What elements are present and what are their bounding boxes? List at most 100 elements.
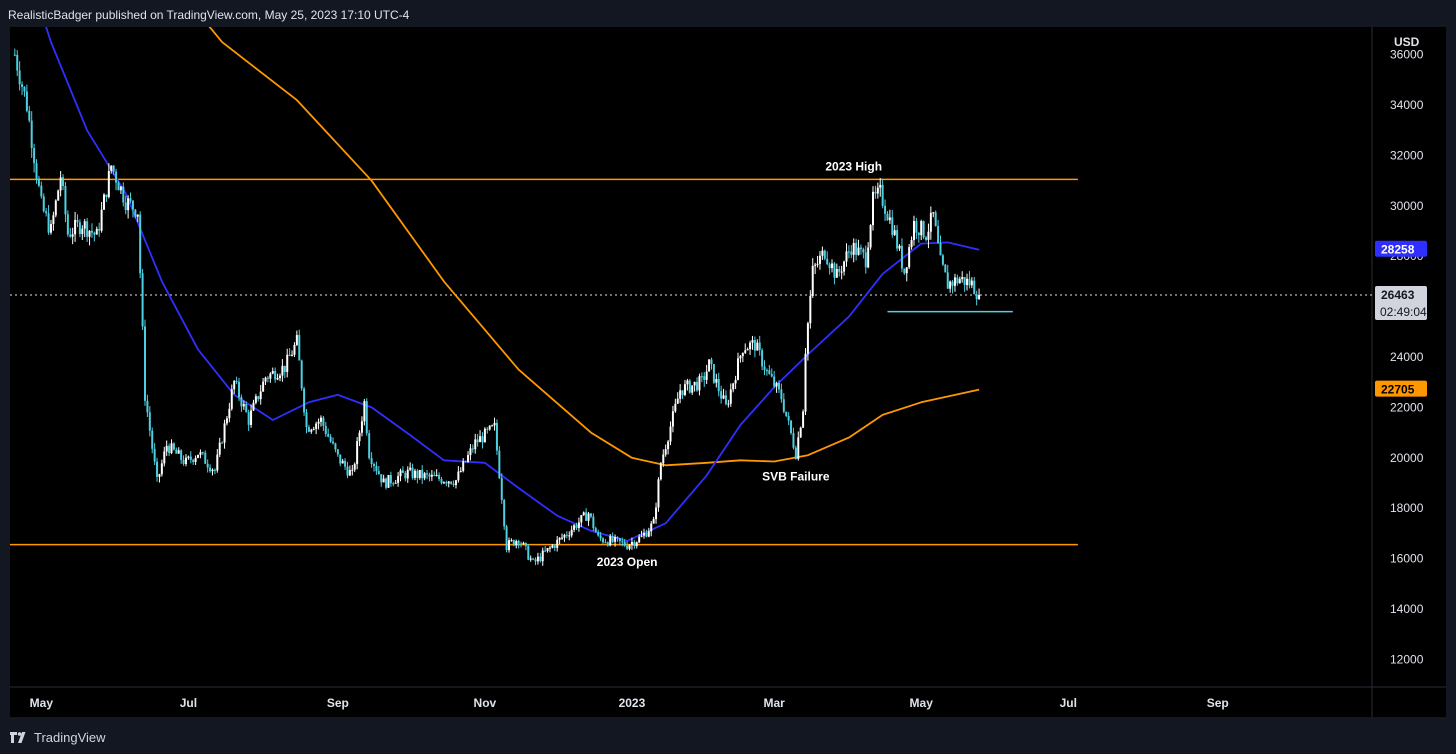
currency-label: USD [1394, 35, 1420, 49]
candle-body [119, 186, 122, 191]
candle-body [276, 378, 279, 380]
candle-body [556, 539, 559, 548]
candle-body [724, 395, 727, 404]
candle-body [238, 381, 241, 398]
candle-body [746, 349, 749, 351]
candle-body [13, 54, 16, 56]
candle-body [512, 540, 515, 546]
tradingview-brand: TradingView [34, 730, 106, 745]
candle-body [23, 86, 26, 92]
candle-body [86, 221, 89, 237]
candle-body [42, 196, 45, 212]
candle-body [920, 221, 923, 236]
candle-body [671, 411, 674, 427]
candle-body [291, 354, 294, 356]
candle-body [324, 425, 327, 435]
candle-body [667, 441, 670, 450]
candle-body [105, 194, 108, 198]
candle-body [903, 268, 906, 274]
candle-body [62, 177, 65, 187]
candle-body [293, 344, 296, 355]
candle-body [621, 541, 624, 543]
candle-body [905, 267, 908, 274]
x-tick-label: Jul [1060, 696, 1077, 710]
candle-body [433, 474, 436, 476]
candle-body [546, 547, 549, 551]
candle-body [912, 220, 915, 240]
candle-body [483, 428, 486, 443]
candle-body [679, 390, 682, 399]
candle-body [194, 457, 197, 462]
candle-body [823, 250, 826, 259]
candle-body [970, 280, 973, 286]
candle-body [148, 412, 151, 431]
candle-body [462, 461, 465, 471]
candle-body [228, 408, 231, 419]
candle-body [182, 459, 185, 464]
candle-body [447, 481, 450, 484]
candle-body [351, 469, 354, 471]
candle-body [90, 230, 93, 233]
candle-body [532, 558, 535, 560]
candle-body [941, 255, 944, 265]
price-chart[interactable]: 2023 High SVB Failure 2023 Open USD 12000 14… [10, 0, 1446, 717]
candle-body [683, 384, 686, 395]
candle-body [358, 432, 361, 442]
candle-body [257, 396, 260, 400]
candle-body [454, 480, 457, 486]
candle-body [669, 426, 672, 442]
candle-body [459, 470, 462, 472]
candle-body [642, 532, 645, 536]
candle-body [423, 473, 426, 479]
candle-body [127, 198, 130, 211]
candle-body [628, 544, 631, 549]
candle-body [98, 228, 101, 231]
candle-body [382, 478, 385, 483]
candle-body [816, 263, 819, 265]
tradingview-logo[interactable]: TradingView [10, 730, 106, 745]
candle-body [652, 519, 655, 524]
candle-body [563, 534, 566, 538]
candle-body [717, 379, 720, 392]
candle-body [900, 245, 903, 269]
candle-body [124, 202, 127, 211]
y-tick-label: 18000 [1390, 501, 1424, 515]
candle-body [295, 334, 298, 345]
candle-body [406, 469, 409, 479]
candle-body [262, 381, 265, 392]
ma-short-badge-value: 28258 [1381, 243, 1415, 257]
candle-body [115, 171, 118, 183]
candle-body [768, 370, 771, 374]
current-price-badge-bg [1375, 285, 1427, 320]
candle-body [136, 214, 139, 217]
y-tick-label: 22000 [1390, 400, 1424, 414]
candle-body [790, 420, 793, 434]
chart-panel[interactable]: 2023 High SVB Failure 2023 Open USD 12000 14… [10, 0, 1446, 717]
candle-body [604, 542, 607, 544]
candle-body [691, 385, 694, 393]
candle-body [884, 205, 887, 214]
candle-body [551, 545, 554, 548]
candle-body [353, 464, 356, 470]
candle-body [650, 523, 653, 532]
candle-body [247, 412, 250, 425]
candle-body [221, 442, 224, 444]
candle-body [662, 454, 665, 464]
candle-body [117, 182, 120, 191]
candle-body [886, 213, 889, 221]
candle-body [582, 512, 585, 516]
candle-body [929, 212, 932, 232]
candle-body [165, 445, 168, 452]
candle-body [696, 381, 699, 391]
candle-body [821, 250, 824, 256]
candle-body [240, 397, 243, 407]
candle-body [54, 200, 57, 216]
candle-body [481, 436, 484, 443]
candle-body [756, 342, 759, 351]
candle-body [818, 255, 821, 264]
candle-body [939, 242, 942, 256]
candle-body [271, 371, 274, 374]
candle-body [958, 279, 961, 284]
candle-body [802, 411, 805, 428]
candle-body [440, 479, 443, 484]
